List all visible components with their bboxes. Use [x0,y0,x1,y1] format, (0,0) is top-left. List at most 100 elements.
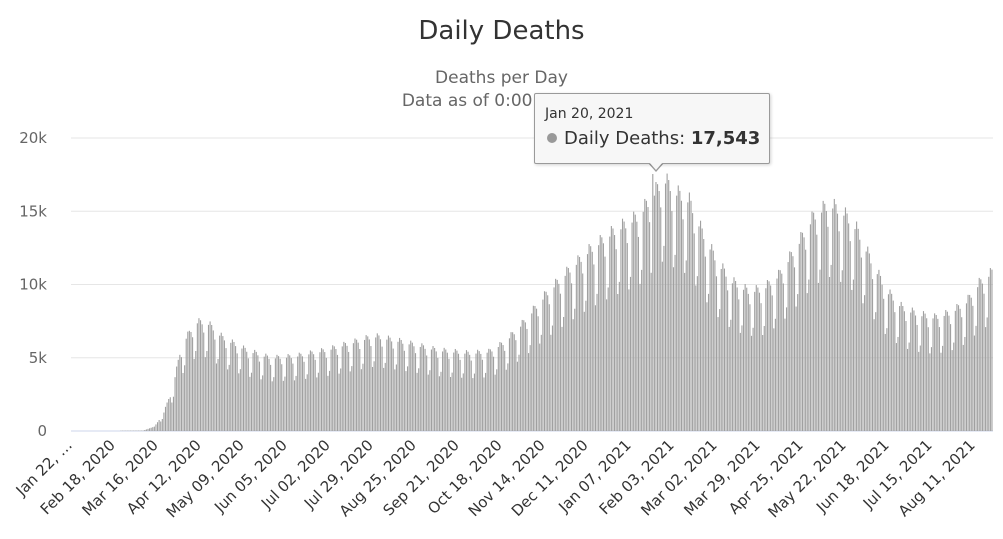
bar[interactable] [899,306,901,431]
bar[interactable] [149,428,151,431]
bar[interactable] [668,180,670,431]
bar[interactable] [637,236,639,431]
bar[interactable] [975,325,977,431]
bar[interactable] [483,377,485,431]
bar[interactable] [594,305,597,431]
bar[interactable] [602,243,604,431]
bar[interactable] [258,361,261,431]
bar[interactable] [469,354,471,431]
bar[interactable] [440,371,442,431]
bar[interactable] [309,350,311,431]
bar[interactable] [239,369,241,431]
bar[interactable] [657,184,659,431]
bar[interactable] [187,331,189,431]
bar[interactable] [419,346,421,431]
bar[interactable] [771,295,773,431]
bar[interactable] [486,352,488,431]
bar[interactable] [590,246,592,431]
bar[interactable] [236,353,238,431]
bar[interactable] [948,315,950,431]
bar[interactable] [281,364,283,431]
bar[interactable] [742,289,745,431]
bar[interactable] [930,347,933,431]
bar[interactable] [712,250,714,431]
bar[interactable] [195,351,197,431]
bar[interactable] [934,313,936,431]
bar[interactable] [792,256,794,431]
bar[interactable] [919,345,921,431]
bar[interactable] [340,368,342,431]
bar[interactable] [924,313,926,431]
bar[interactable] [429,370,431,431]
bar[interactable] [293,380,296,431]
bar[interactable] [262,375,264,431]
bar[interactable] [787,262,789,431]
bar[interactable] [418,368,420,431]
bar[interactable] [957,305,960,431]
bar[interactable] [739,332,741,431]
bar[interactable] [150,427,152,431]
bar[interactable] [927,327,929,431]
bar[interactable] [321,348,323,431]
bar[interactable] [491,351,493,431]
bar[interactable] [962,344,964,431]
bar[interactable] [169,397,171,431]
bar[interactable] [322,349,324,431]
bar[interactable] [828,277,831,431]
bar[interactable] [639,283,641,431]
bar[interactable] [171,402,173,431]
bar[interactable] [480,353,482,431]
bar[interactable] [669,191,671,431]
bar[interactable] [822,200,824,431]
bar[interactable] [647,207,649,431]
bar[interactable] [268,358,270,431]
bar[interactable] [658,191,660,431]
bar[interactable] [238,373,240,431]
bar[interactable] [891,293,893,431]
bar[interactable] [848,223,850,431]
bar[interactable] [473,373,475,431]
bar[interactable] [583,311,585,431]
bar[interactable] [349,371,351,431]
bar[interactable] [351,366,353,431]
bar[interactable] [746,287,748,431]
bar[interactable] [763,325,765,431]
bar[interactable] [414,353,417,431]
bar[interactable] [368,339,370,431]
bar[interactable] [852,279,854,431]
bar[interactable] [219,335,221,431]
bar[interactable] [811,211,813,431]
bar[interactable] [825,210,827,431]
bar[interactable] [386,339,388,431]
bar[interactable] [478,351,480,431]
bar[interactable] [762,335,764,431]
bar[interactable] [193,358,195,431]
bar[interactable] [413,346,415,431]
bar[interactable] [991,269,993,431]
bar[interactable] [203,332,205,431]
bar[interactable] [389,337,391,431]
bar[interactable] [620,229,622,431]
bar[interactable] [591,251,593,431]
bar[interactable] [843,215,845,431]
bar[interactable] [981,283,983,431]
bar[interactable] [155,424,157,431]
bar[interactable] [929,353,931,431]
bar[interactable] [695,285,697,431]
bar[interactable] [733,277,735,431]
bar[interactable] [778,269,780,431]
bar[interactable] [779,270,781,431]
bar[interactable] [206,351,208,431]
bar[interactable] [357,342,359,431]
bar[interactable] [606,299,608,431]
bar[interactable] [653,195,655,431]
bar[interactable] [328,370,331,431]
bar[interactable] [680,200,682,431]
bar[interactable] [752,327,754,431]
bar[interactable] [664,183,667,431]
bar[interactable] [722,263,724,431]
bar[interactable] [988,276,990,431]
bar[interactable] [548,304,550,431]
bar[interactable] [615,249,617,431]
bar[interactable] [985,327,987,431]
